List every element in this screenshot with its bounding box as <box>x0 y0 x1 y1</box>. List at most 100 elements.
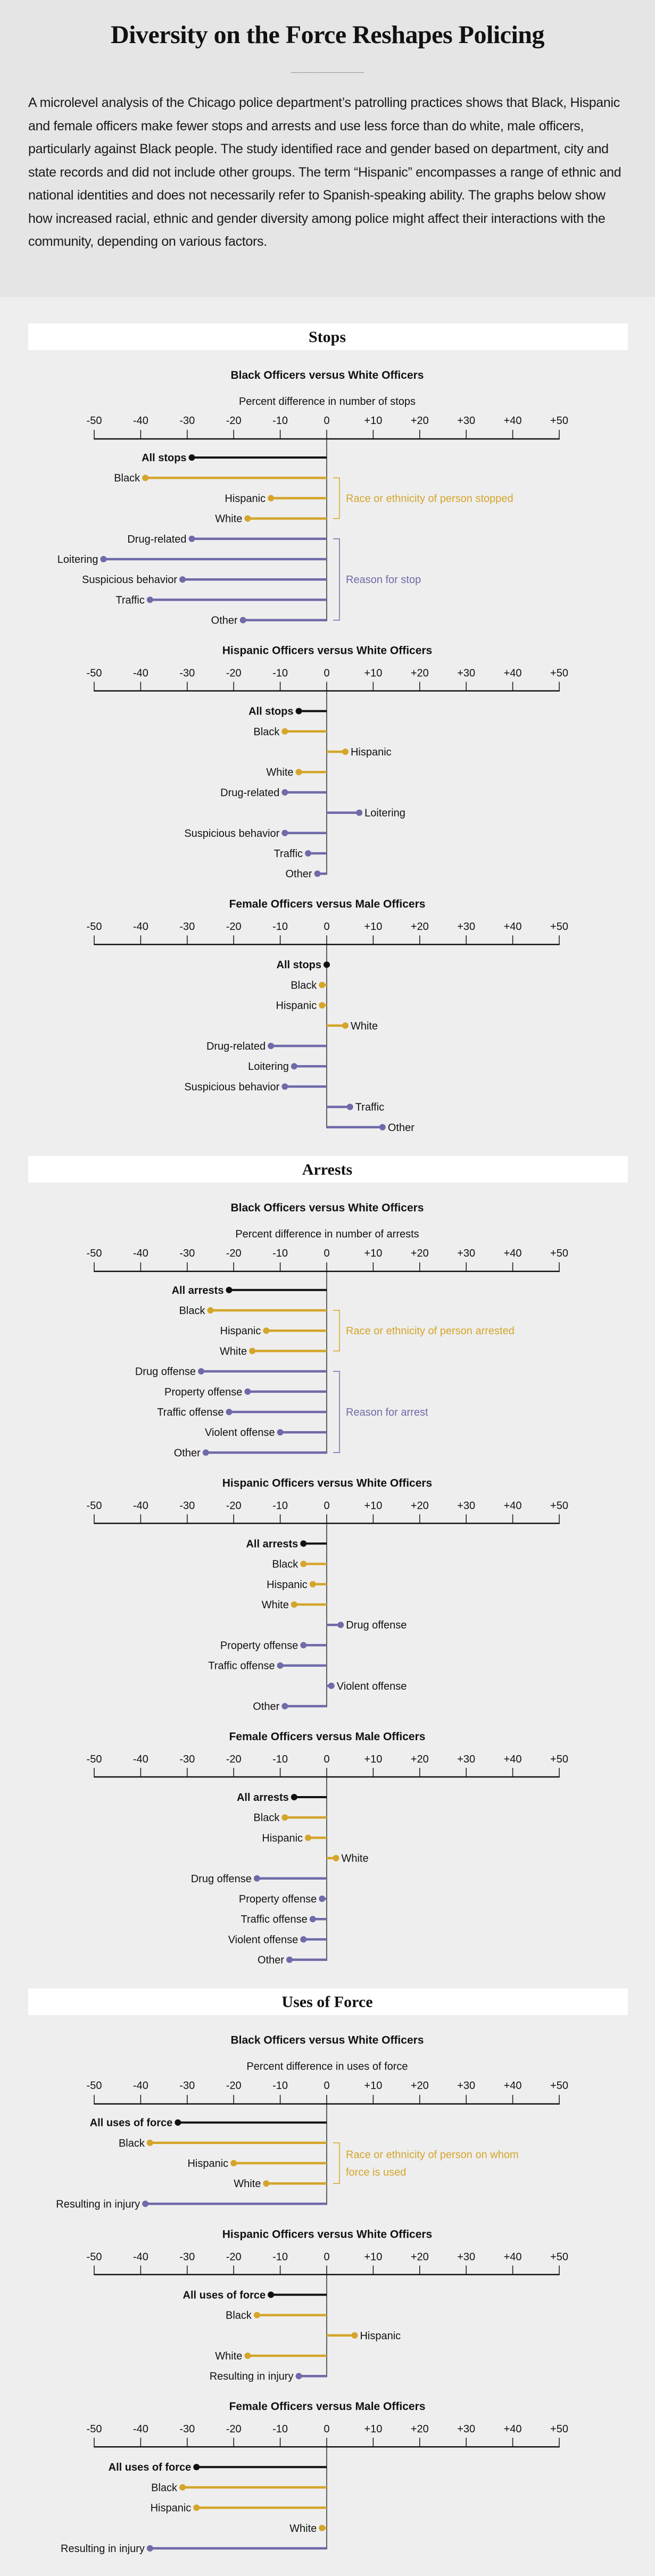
tick-label: -20 <box>226 668 242 679</box>
row-dot <box>253 2312 260 2319</box>
bracket-label: force is used <box>346 2167 406 2179</box>
row-dot <box>188 535 195 542</box>
row-dot <box>328 1682 335 1689</box>
row-label: White <box>341 1853 368 1865</box>
tick-label: -40 <box>133 921 148 933</box>
tick-label: -10 <box>272 1248 288 1259</box>
tick-label: +50 <box>550 668 568 679</box>
tick-label: +30 <box>457 415 475 427</box>
bracket <box>333 1310 340 1352</box>
row-label: All arrests <box>237 1792 289 1804</box>
tick-label: -10 <box>272 1500 288 1511</box>
tick-label: -40 <box>133 1248 148 1259</box>
tick-label: 0 <box>324 2251 329 2263</box>
tick-label: -30 <box>179 2423 195 2435</box>
row-dot <box>249 1348 256 1355</box>
row-label: Traffic <box>274 848 303 860</box>
tick-label: -20 <box>226 415 242 427</box>
tick-label: +10 <box>364 2080 382 2092</box>
section-title: Uses of Force <box>281 1993 372 2011</box>
tick-label: +20 <box>411 668 429 679</box>
tick-label: +10 <box>364 1500 382 1511</box>
tick-label: +40 <box>504 2080 522 2092</box>
row-label: Loitering <box>364 808 405 819</box>
row-dot <box>300 1560 307 1567</box>
row-dot <box>179 2484 186 2491</box>
tick-label: +30 <box>457 2423 475 2435</box>
row-label: Hispanic <box>360 2330 401 2342</box>
tick-label: -10 <box>272 2080 288 2092</box>
row-label: Hispanic <box>351 746 392 758</box>
row-dot <box>333 1855 339 1862</box>
row-dot <box>277 1662 284 1669</box>
row-label: Drug offense <box>346 1619 407 1631</box>
tick-label: +20 <box>411 2251 429 2263</box>
row-label: Violent offense <box>205 1427 275 1439</box>
tick-label: -40 <box>133 1754 148 1765</box>
tick-label: +20 <box>411 1500 429 1511</box>
row-label: White <box>220 1345 247 1357</box>
tick-label: +20 <box>411 1248 429 1259</box>
row-dot <box>207 1307 214 1314</box>
tick-label: +30 <box>457 1754 475 1765</box>
tick-label: +30 <box>457 1248 475 1259</box>
title-divider <box>291 72 364 73</box>
row-dot <box>100 556 107 562</box>
row-label: Hispanic <box>151 2503 192 2514</box>
tick-label: +50 <box>550 2251 568 2263</box>
tick-label: -50 <box>87 1500 102 1511</box>
tick-label: +10 <box>364 1248 382 1259</box>
row-dot <box>253 1875 260 1882</box>
row-dot <box>342 1022 349 1029</box>
tick-label: -30 <box>179 2251 195 2263</box>
row-label: Violent offense <box>337 1681 407 1692</box>
row-dot <box>291 1601 297 1608</box>
row-dot <box>305 850 312 857</box>
tick-label: 0 <box>324 2423 329 2435</box>
row-label: All arrests <box>246 1538 298 1550</box>
row-dot <box>281 1703 288 1709</box>
tick-label: +40 <box>504 1754 522 1765</box>
row-dot <box>351 2332 358 2339</box>
row-dot <box>291 1794 297 1800</box>
row-label: All uses of force <box>109 2462 192 2473</box>
tick-label: -10 <box>272 668 288 679</box>
row-dot <box>281 829 288 836</box>
chart-title: Female Officers versus Male Officers <box>229 2400 426 2413</box>
tick-label: -30 <box>179 1500 195 1511</box>
row-dot <box>295 2373 302 2380</box>
row-label: Hispanic <box>220 1325 261 1337</box>
row-label: Other <box>258 1955 284 1966</box>
row-dot <box>193 2504 200 2511</box>
tick-label: -10 <box>272 1754 288 1765</box>
row-label: Resulting in injury <box>56 2198 140 2210</box>
row-dot <box>277 1429 284 1436</box>
tick-label: -30 <box>179 1754 195 1765</box>
row-label: Other <box>285 868 312 880</box>
row-dot <box>356 809 363 816</box>
tick-label: -20 <box>226 921 242 933</box>
row-label: All uses of force <box>183 2289 266 2301</box>
row-dot <box>244 2353 251 2359</box>
section-title: Arrests <box>302 1161 352 1178</box>
row-dot <box>226 1286 233 1293</box>
bracket <box>333 1370 340 1453</box>
row-dot <box>346 1103 353 1110</box>
row-label: White <box>262 1599 289 1611</box>
tick-label: -50 <box>87 2251 102 2263</box>
section-band <box>28 323 628 350</box>
chart-title: Female Officers versus Male Officers <box>229 898 426 910</box>
tick-label: +10 <box>364 1754 382 1765</box>
tick-label: +30 <box>457 668 475 679</box>
tick-label: -30 <box>179 1248 195 1259</box>
row-label: White <box>289 2523 317 2535</box>
tick-label: -20 <box>226 1754 242 1765</box>
axis-label: Percent difference in number of stops <box>239 396 416 408</box>
row-dot <box>179 576 186 583</box>
section-band <box>28 1988 628 2015</box>
tick-label: +10 <box>364 415 382 427</box>
row-dot <box>193 2464 200 2471</box>
row-label: Suspicious behavior <box>184 828 279 840</box>
bracket <box>333 477 340 519</box>
